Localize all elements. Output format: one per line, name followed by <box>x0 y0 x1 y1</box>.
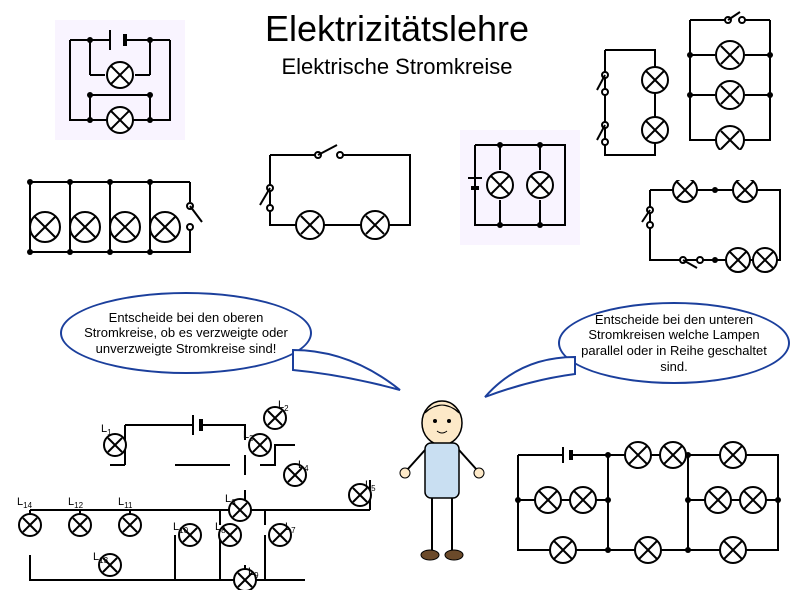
bubble-right-text: Entscheide bei den unteren Stromkreisen … <box>574 312 774 374</box>
circuit-ladder3 <box>680 10 780 150</box>
circuit-2series-switch <box>255 140 425 250</box>
bubble-left-text: Entscheide bei den oberen Stromkreise, o… <box>76 310 296 357</box>
svg-text:L1: L1 <box>101 423 112 437</box>
bubble-right: Entscheide bei den unteren Stromkreisen … <box>558 302 790 384</box>
bubble-left: Entscheide bei den oberen Stromkreise, o… <box>60 292 312 374</box>
svg-text:L10: L10 <box>173 521 189 535</box>
bubble-right-tail <box>480 352 580 407</box>
page-subtitle: Elektrische Stromkreise <box>281 54 512 80</box>
circuit-2lamps-2sw <box>595 40 670 165</box>
circuit-top-left <box>55 20 185 140</box>
page-title: Elektrizitätslehre <box>265 8 529 50</box>
circuit-bottom-right <box>508 440 788 570</box>
svg-text:L8: L8 <box>215 521 226 535</box>
svg-text:L6: L6 <box>225 493 236 507</box>
cartoon-person <box>395 395 490 570</box>
svg-text:L3: L3 <box>243 429 254 443</box>
svg-text:L12: L12 <box>68 496 84 510</box>
circuit-4parallel <box>20 172 210 267</box>
circuit-lavender2 <box>460 130 580 245</box>
svg-text:L11: L11 <box>118 496 133 510</box>
circuit-4lamps-right <box>640 180 790 280</box>
svg-text:L7: L7 <box>285 521 296 535</box>
svg-text:L14: L14 <box>17 496 33 510</box>
circuit-labeled: L1 L2 L3 L4 L5 L6 L7 L8 L9 L10 L11 L12 L… <box>15 380 385 590</box>
svg-text:L4: L4 <box>298 459 309 473</box>
svg-text:L9: L9 <box>248 566 259 580</box>
svg-text:L2: L2 <box>278 399 289 413</box>
svg-text:L5: L5 <box>365 479 376 493</box>
svg-text:L13: L13 <box>93 551 109 565</box>
